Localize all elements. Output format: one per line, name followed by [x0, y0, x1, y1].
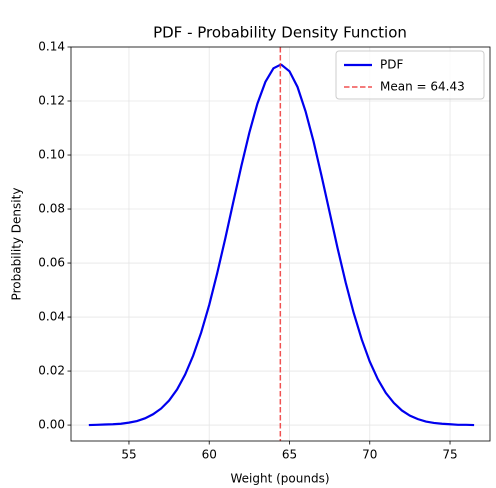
x-tick-label: 55	[121, 448, 136, 462]
y-axis-label: Probability Density	[10, 188, 24, 301]
y-tick-label: 0.00	[38, 418, 65, 432]
y-tick-label: 0.06	[38, 256, 65, 270]
x-tick-label: 65	[282, 448, 297, 462]
y-tick-label: 0.02	[38, 364, 65, 378]
x-tick-label: 60	[202, 448, 217, 462]
y-tick-label: 0.12	[38, 94, 65, 108]
legend-box	[335, 50, 485, 100]
legend-label: Mean = 64.43	[380, 80, 465, 94]
chart-title: PDF - Probability Density Function	[153, 24, 407, 42]
y-tick-label: 0.04	[38, 310, 65, 324]
legend-label: PDF	[380, 58, 403, 72]
y-tick-label: 0.14	[38, 40, 65, 54]
plot-frame	[70, 46, 491, 442]
x-tick-label: 75	[442, 448, 457, 462]
y-tick-label: 0.08	[38, 202, 65, 216]
y-tick-label: 0.10	[38, 148, 65, 162]
x-tick-label: 70	[362, 448, 377, 462]
x-axis-label: Weight (pounds)	[230, 472, 329, 486]
